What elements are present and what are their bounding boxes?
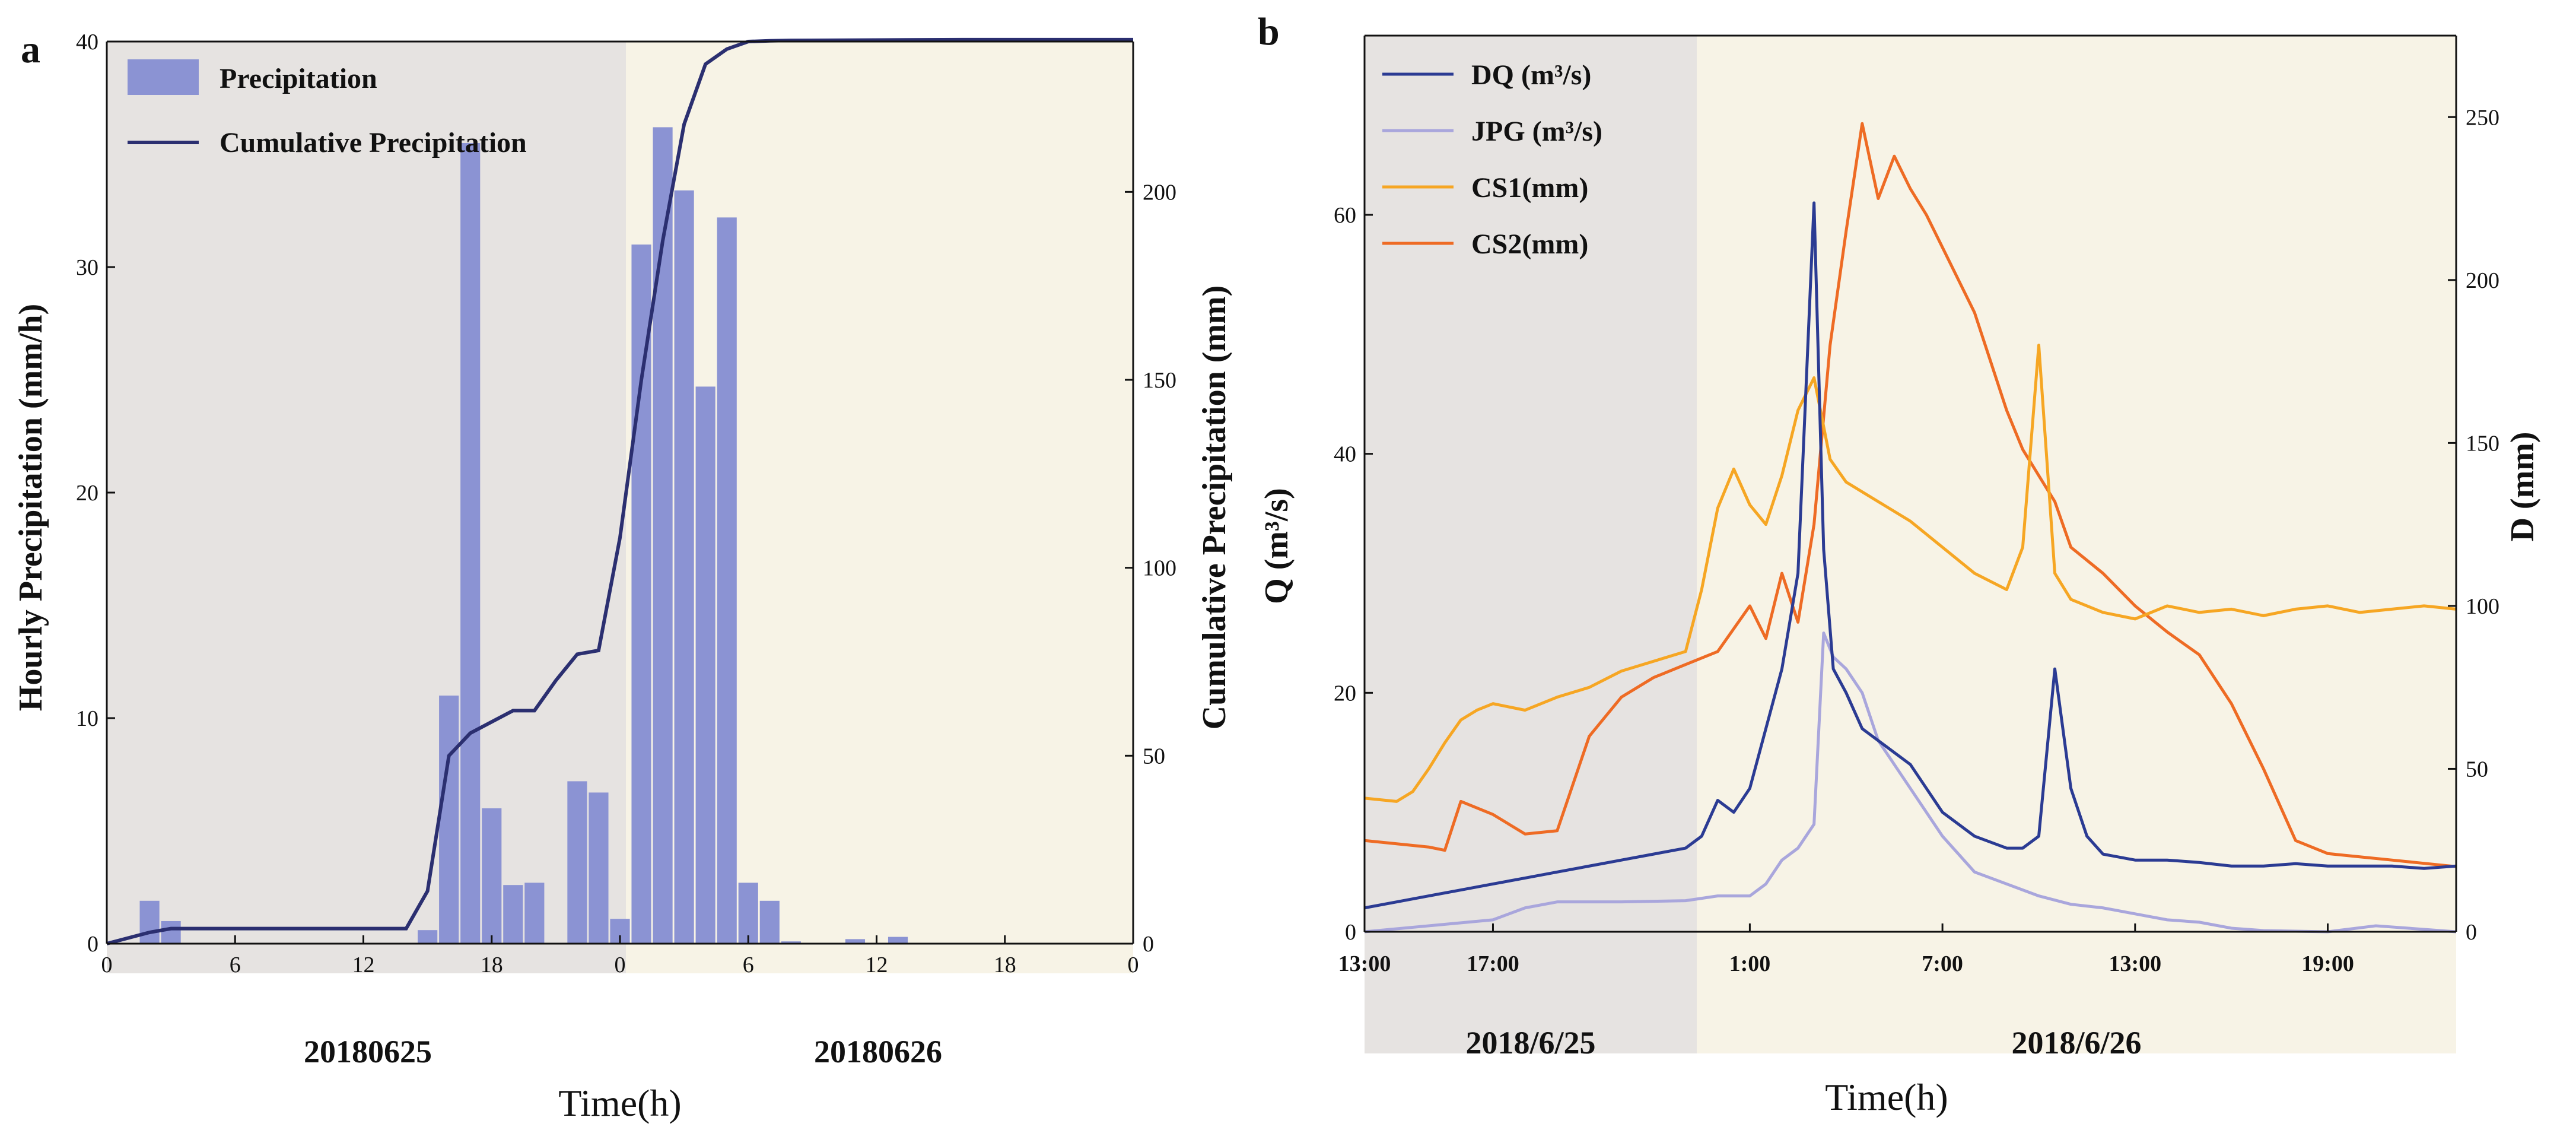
x-tick-label: 0 xyxy=(1128,953,1139,977)
panel-a-date-day1: 20180625 xyxy=(304,1034,432,1069)
precip-bar xyxy=(845,939,866,944)
x-tick-label: 18 xyxy=(481,953,503,977)
x-tick-label: 6 xyxy=(743,953,754,977)
y2-tick-label: 100 xyxy=(2466,594,2499,619)
x-tick-label: 12 xyxy=(866,953,888,977)
legend-precipitation-label: Precipitation xyxy=(220,63,377,94)
precip-bar xyxy=(418,930,438,944)
panel-b-date-day1: 2018/6/25 xyxy=(1465,1025,1595,1061)
x-tick-label: 1:00 xyxy=(1729,951,1771,976)
y2-tick-label: 100 xyxy=(1143,556,1176,581)
legend-precipitation-swatch xyxy=(128,59,199,95)
legend-cs1-label: CS1(mm) xyxy=(1471,172,1588,204)
y2-tick-label: 0 xyxy=(2466,920,2477,945)
panel-b-axes: 0 20 40 60 0 50 100 150 200 250 13:00 17:00 1:00 7:00… xyxy=(1334,34,2499,976)
panel-a-axes: 0 10 20 30 40 0 50 100 150 200 0 6 12 18 0 6 12 18 0 xyxy=(76,30,1176,977)
panel-b-letter: b xyxy=(1258,10,1280,53)
panel-a-letter: a xyxy=(21,28,40,71)
y2-tick-label: 200 xyxy=(2466,268,2499,293)
x-tick-label: 12 xyxy=(352,953,375,977)
y2-tick-label: 150 xyxy=(2466,431,2499,456)
y2-tick-label: 0 xyxy=(1143,932,1154,957)
y2-tick-label: 50 xyxy=(2466,757,2488,782)
precip-bar xyxy=(695,386,715,944)
panel-b: 0 20 40 60 0 50 100 150 200 250 13:00 17:00 1:00 7:00… xyxy=(1258,10,2541,1118)
panel-a-shade-day1 xyxy=(107,42,626,973)
legend-cumulative-label: Cumulative Precipitation xyxy=(220,127,527,158)
precip-bar xyxy=(503,885,523,944)
panel-b-x-title: Time(h) xyxy=(1825,1076,1948,1118)
y-tick-label: 60 xyxy=(1334,203,1356,228)
precip-bar xyxy=(781,941,801,944)
precip-bar xyxy=(888,937,908,944)
y2-tick-label: 150 xyxy=(1143,368,1176,393)
precip-bar xyxy=(674,190,694,944)
x-tick-label: 6 xyxy=(230,953,241,977)
series-line-cs2 xyxy=(1364,122,2457,868)
y2-tick-label: 200 xyxy=(1143,180,1176,205)
panel-b-y2-title: D (mm) xyxy=(2504,431,2541,541)
x-tick-label: 13:00 xyxy=(2108,951,2161,976)
legend-dq-label: DQ (m³/s) xyxy=(1471,59,1591,91)
y-tick-label: 40 xyxy=(76,30,98,55)
x-tick-label: 0 xyxy=(101,953,113,977)
x-tick-label: 19:00 xyxy=(2301,951,2354,976)
series-line-cs1 xyxy=(1364,344,2457,803)
precip-bar xyxy=(139,900,160,944)
panel-a-y-title: Hourly Precipitation (mm/h) xyxy=(12,304,49,711)
series-line-dq xyxy=(1364,201,2457,910)
y-tick-label: 30 xyxy=(76,255,98,280)
panel-b-y-title: Q (m³/s) xyxy=(1258,488,1295,604)
y2-tick-label: 50 xyxy=(1143,744,1165,769)
panel-a: 0 10 20 30 40 0 50 100 150 200 0 6 12 18 0 6 12 18 0 Preci… xyxy=(12,28,1233,1124)
x-tick-label: 18 xyxy=(994,953,1016,977)
panel-b-date-day2: 2018/6/26 xyxy=(2011,1025,2141,1061)
precip-bar xyxy=(717,217,737,944)
panel-a-y2-title: Cumulative Precipitation (mm) xyxy=(1196,285,1233,730)
precip-bar xyxy=(567,781,587,944)
panel-a-date-day2: 20180626 xyxy=(814,1034,942,1069)
precip-bar xyxy=(524,883,545,944)
panel-a-legend: Precipitation Cumulative Precipitation xyxy=(128,59,527,158)
panel-b-lines xyxy=(1364,122,2457,934)
legend-jpg-label: JPG (m³/s) xyxy=(1471,116,1602,147)
precip-bar xyxy=(738,883,758,944)
precip-bar xyxy=(653,127,673,944)
precip-bar xyxy=(589,792,609,944)
y-tick-label: 20 xyxy=(1334,681,1356,706)
precip-bar xyxy=(759,900,780,944)
precip-bar xyxy=(482,808,502,944)
y-tick-label: 0 xyxy=(1345,920,1356,945)
precip-bar xyxy=(439,696,459,944)
x-tick-label: 13:00 xyxy=(1338,951,1391,976)
y-tick-label: 20 xyxy=(76,481,98,506)
precip-bar xyxy=(161,921,181,944)
panel-a-bars xyxy=(139,127,908,944)
y-tick-label: 0 xyxy=(87,932,98,957)
panel-a-x-title: Time(h) xyxy=(558,1082,681,1124)
x-tick-label: 17:00 xyxy=(1467,951,1519,976)
y-tick-label: 40 xyxy=(1334,442,1356,467)
series-line-jpg xyxy=(1364,631,2457,934)
panel-b-shade-day1 xyxy=(1365,36,1697,1053)
x-tick-label: 0 xyxy=(615,953,626,977)
y-tick-label: 10 xyxy=(76,706,98,731)
precip-bar xyxy=(460,143,481,944)
panel-b-legend: DQ (m³/s) JPG (m³/s) CS1(mm) CS2(mm) xyxy=(1382,59,1602,260)
precip-bar xyxy=(631,245,651,944)
legend-cs2-label: CS2(mm) xyxy=(1471,228,1588,260)
x-tick-label: 7:00 xyxy=(1922,951,1963,976)
y2-tick-label: 250 xyxy=(2466,105,2499,130)
